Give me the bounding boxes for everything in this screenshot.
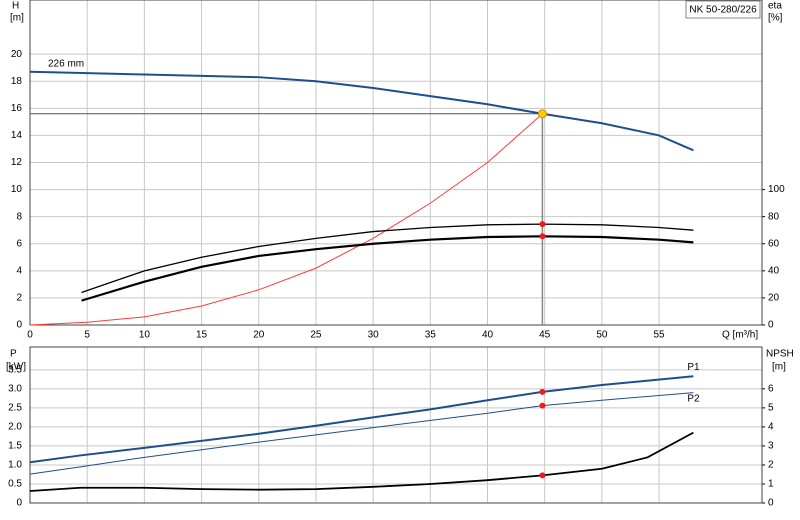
series-line xyxy=(81,235,694,302)
x-tick-label: 30 xyxy=(368,330,380,341)
series-line xyxy=(29,431,694,492)
y-tick-label: 0 xyxy=(16,320,22,331)
x-tick-label: 5 xyxy=(84,330,90,341)
y2-axis-unit: [m] xyxy=(772,362,786,373)
y2-tick-label: 0 xyxy=(768,320,774,331)
y-tick-label: 10 xyxy=(11,184,23,195)
x-tick-label: 35 xyxy=(425,330,437,341)
y2-tick-label: 1 xyxy=(768,479,774,490)
x-tick-label: 20 xyxy=(253,330,265,341)
x-tick-label: 45 xyxy=(539,330,551,341)
series-line xyxy=(81,223,694,294)
series-line xyxy=(29,113,543,326)
y-tick-label: 2 xyxy=(16,293,22,304)
series-line xyxy=(29,375,694,464)
y-tick-label: 14 xyxy=(11,130,23,141)
y-tick-label: 0.5 xyxy=(8,479,22,490)
y2-axis-title: eta xyxy=(768,1,782,12)
y-tick-label: 3.0 xyxy=(8,383,22,394)
y2-tick-label: 2 xyxy=(768,460,774,471)
y-tick-label: 1.0 xyxy=(8,460,22,471)
y2-tick-label: 5 xyxy=(768,403,774,414)
y-tick-label: 6 xyxy=(16,238,22,249)
y-axis-title: H xyxy=(12,1,19,12)
y2-tick-label: 20 xyxy=(768,293,780,304)
series-label: 226 mm xyxy=(48,58,84,69)
y-axis-unit: [m] xyxy=(10,13,24,24)
y-tick-label: 20 xyxy=(11,49,23,60)
series-line xyxy=(29,392,694,475)
y2-tick-label: 0 xyxy=(768,498,774,509)
y-tick-label: 2.5 xyxy=(8,403,22,414)
y-axis-unit: [kW] xyxy=(6,362,26,373)
y-tick-label: 2.0 xyxy=(8,422,22,433)
y-tick-label: 1.5 xyxy=(8,441,22,452)
point-marker xyxy=(539,221,546,228)
x-axis-title: Q [m³/h] xyxy=(722,330,758,341)
series-label: P1 xyxy=(687,362,700,373)
y2-tick-label: 4 xyxy=(768,422,774,433)
point-marker xyxy=(539,402,546,409)
series-line xyxy=(29,70,694,152)
y-tick-label: 16 xyxy=(11,103,23,114)
x-tick-label: 55 xyxy=(654,330,666,341)
series-label: P2 xyxy=(687,393,700,404)
y-tick-label: 0 xyxy=(16,498,22,509)
x-tick-label: 40 xyxy=(482,330,494,341)
y-tick-label: 3.5 xyxy=(8,364,22,375)
y2-axis-unit: [%] xyxy=(768,13,783,24)
x-tick-label: 0 xyxy=(27,330,33,341)
x-tick-label: 25 xyxy=(310,330,322,341)
y2-tick-label: 100 xyxy=(768,184,785,195)
point-marker xyxy=(539,472,546,479)
point-marker xyxy=(539,388,546,395)
y-tick-label: 8 xyxy=(16,211,22,222)
duty-point xyxy=(537,109,547,119)
y-tick-label: 4 xyxy=(16,265,22,276)
y2-tick-label: 3 xyxy=(768,441,774,452)
y2-tick-label: 80 xyxy=(768,211,780,222)
y-tick-label: 18 xyxy=(11,76,23,87)
y-axis-title: P xyxy=(10,349,17,360)
y2-tick-label: 6 xyxy=(768,383,774,394)
y2-tick-label: 60 xyxy=(768,238,780,249)
chart-title: NK 50-280/226 xyxy=(689,5,757,16)
x-tick-label: 50 xyxy=(596,330,608,341)
y2-axis-title: NPSH xyxy=(766,349,794,360)
plot-frame xyxy=(29,0,763,326)
plot-frame xyxy=(29,346,763,504)
y-tick-label: 12 xyxy=(11,157,23,168)
y2-tick-label: 40 xyxy=(768,265,780,276)
x-tick-label: 10 xyxy=(139,330,151,341)
point-marker xyxy=(539,233,546,240)
x-tick-label: 15 xyxy=(196,330,208,341)
title-box xyxy=(685,0,761,19)
